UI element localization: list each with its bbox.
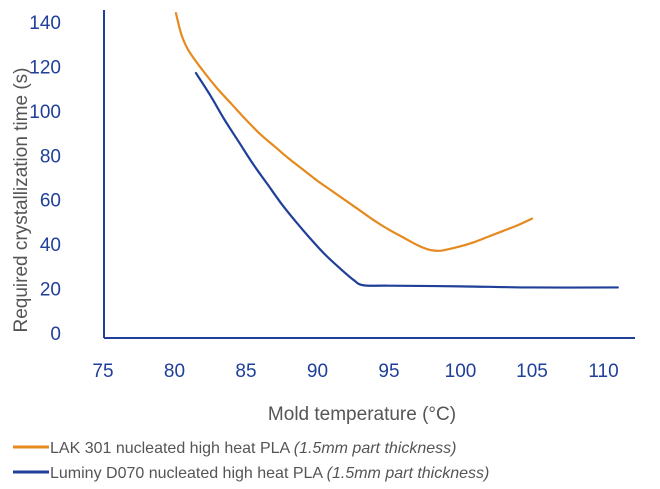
x-tick-label: 105 <box>516 361 548 382</box>
x-tick-label: 100 <box>445 361 477 382</box>
legend-series-note: (1.5mm part thickness) <box>327 465 490 482</box>
series-lines <box>174 12 619 289</box>
x-axis-title: Mold temperature (°C) <box>268 404 456 425</box>
y-axis-ticks: 0 20 40 60 80 100 120 140 <box>29 13 61 345</box>
x-tick-label: 85 <box>235 361 256 382</box>
y-tick-label: 20 <box>40 280 61 301</box>
x-tick-label: 90 <box>307 361 328 382</box>
y-tick-label: 60 <box>40 191 61 212</box>
x-tick-label: 75 <box>92 361 113 382</box>
y-axis-title: Required crystallization time (s) <box>11 67 32 332</box>
y-tick-label: 120 <box>29 57 61 78</box>
x-tick-label: 110 <box>588 361 618 382</box>
legend-label: LAK 301 nucleated high heat PLA (1.5mm p… <box>50 440 456 457</box>
legend-series-note: (1.5mm part thickness) <box>294 440 457 457</box>
y-tick-label: 40 <box>40 235 61 256</box>
x-tick-label: 95 <box>378 361 399 382</box>
y-tick-label: 0 <box>50 324 61 345</box>
legend: LAK 301 nucleated high heat PLA (1.5mm p… <box>13 440 489 482</box>
y-tick-label: 140 <box>29 13 61 34</box>
series-line-luminy-d070 <box>194 71 619 289</box>
y-tick-label: 100 <box>29 102 61 123</box>
legend-series-name: Luminy D070 nucleated high heat PLA <box>50 465 327 482</box>
x-axis-ticks: 75 80 85 90 95 100 105 110 <box>92 361 618 382</box>
legend-label: Luminy D070 nucleated high heat PLA (1.5… <box>50 465 489 482</box>
legend-series-name: LAK 301 nucleated high heat PLA <box>50 440 294 457</box>
series-line-lak301 <box>174 12 534 252</box>
x-tick-label: 80 <box>164 361 185 382</box>
y-tick-label: 80 <box>40 146 61 167</box>
